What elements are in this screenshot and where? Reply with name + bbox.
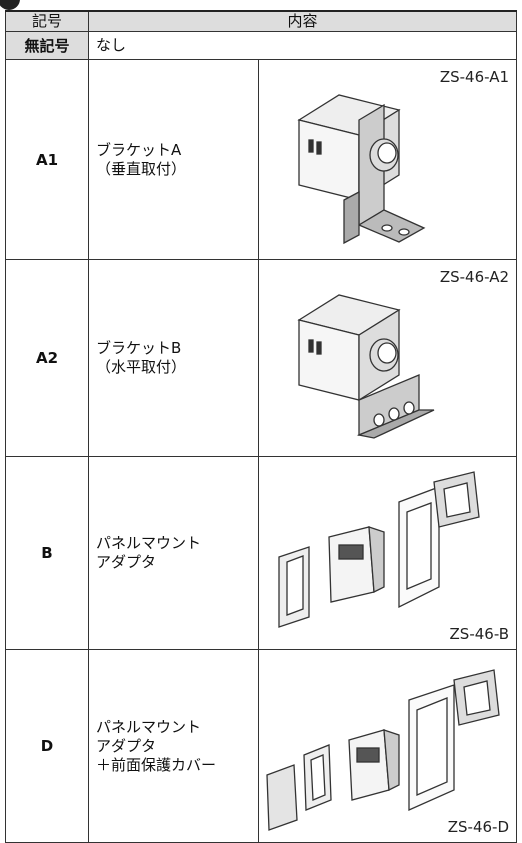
desc: パネルマウント アダプタ ＋前面保護カバー (88, 649, 259, 843)
code: B (5, 456, 89, 650)
desc-line: パネルマウント (96, 534, 202, 552)
desc-line: なし (96, 36, 127, 54)
header-content: 内容 (88, 10, 517, 32)
section-marker (0, 0, 20, 10)
code: 無記号 (5, 31, 89, 60)
code: D (5, 649, 89, 843)
header-code: 記号 (5, 10, 89, 32)
code: A2 (5, 259, 89, 457)
desc: ブラケットA （垂直取付） (88, 59, 259, 260)
desc-line: ブラケットB (96, 339, 182, 357)
bracket-b-illustration (297, 294, 435, 439)
spec-table: 記号 内容 無記号 なし A1 ブラケットA （垂直取付） ZS-46-A1 A2… (5, 10, 517, 843)
bracket-a-illustration (297, 94, 426, 245)
image-cell: ZS-46-D (258, 649, 517, 843)
panel-cover-illustration (266, 669, 500, 831)
desc: なし (88, 31, 517, 60)
image-cell: ZS-46-A2 (258, 259, 517, 457)
image-cell: ZS-46-A1 (258, 59, 517, 260)
desc: パネルマウント アダプタ (88, 456, 259, 650)
desc-line: （水平取付） (96, 358, 187, 376)
desc-line: （垂直取付） (96, 159, 187, 178)
desc-line: ブラケットA (96, 140, 182, 159)
desc-line: アダプタ (96, 736, 157, 755)
model-number: ZS-46-A2 (439, 268, 509, 286)
model-number: ZS-46-D (447, 818, 509, 836)
image-cell: ZS-46-B (258, 456, 517, 650)
panel-adapter-illustration (278, 471, 480, 628)
desc-line: アダプタ (96, 553, 157, 571)
desc-line: ＋前面保護カバー (96, 755, 217, 774)
code: A1 (5, 59, 89, 260)
model-number: ZS-46-A1 (439, 68, 509, 86)
model-number: ZS-46-B (449, 625, 509, 643)
desc-line: パネルマウント (96, 717, 202, 736)
desc: ブラケットB （水平取付） (88, 259, 259, 457)
